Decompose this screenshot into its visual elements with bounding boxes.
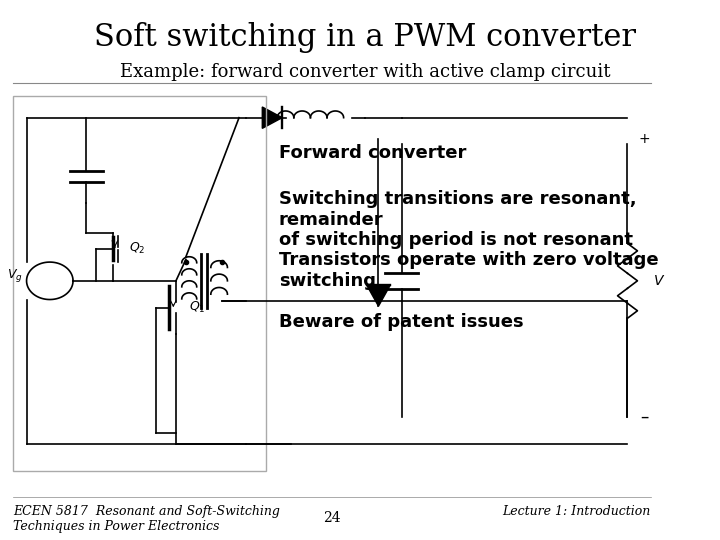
Text: Soft switching in a PWM converter: Soft switching in a PWM converter [94,22,636,53]
Text: $Q_2$: $Q_2$ [130,241,146,256]
Text: $Q_1$: $Q_1$ [189,300,206,315]
Text: ECEN 5817  Resonant and Soft-Switching
Techniques in Power Electronics: ECEN 5817 Resonant and Soft-Switching Te… [13,505,280,534]
Text: Example: forward converter with active clamp circuit: Example: forward converter with active c… [120,63,611,81]
Text: –: – [640,408,648,426]
Text: +: + [639,132,650,146]
Text: Switching transitions are resonant, remainder
of switching period is not resonan: Switching transitions are resonant, rema… [279,190,636,249]
Polygon shape [262,107,282,129]
Text: $V_g$: $V_g$ [7,267,23,284]
Text: Forward converter: Forward converter [279,144,467,163]
Text: $V$: $V$ [653,274,665,288]
Text: Lecture 1: Introduction: Lecture 1: Introduction [503,505,651,518]
Polygon shape [366,285,390,306]
Text: Beware of patent issues: Beware of patent issues [279,313,523,331]
Text: 24: 24 [323,511,341,525]
Text: Transistors operate with zero voltage
switching: Transistors operate with zero voltage sw… [279,252,659,290]
